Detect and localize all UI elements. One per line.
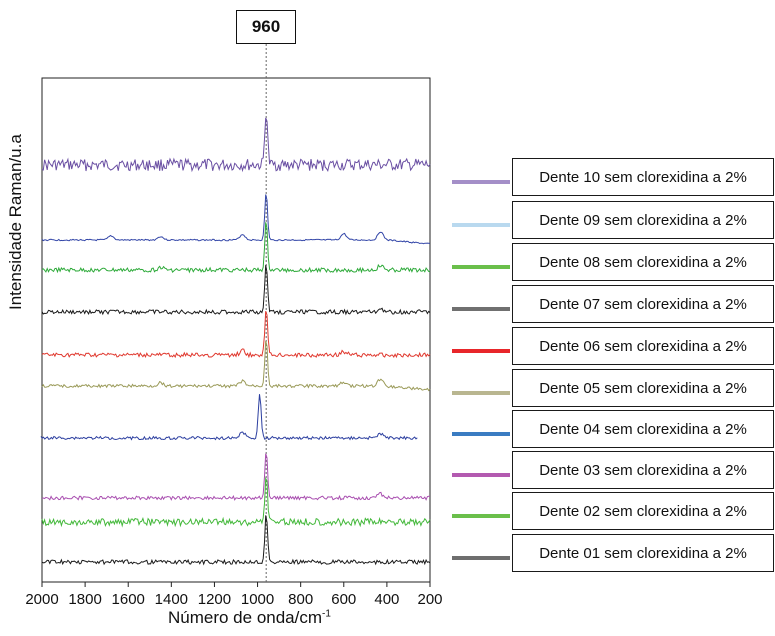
- x-tick-label: 1600: [112, 591, 145, 608]
- legend-entry: Dente 10 sem clorexidina a 2%: [512, 158, 774, 196]
- legend-entry: Dente 09 sem clorexidina a 2%: [512, 201, 774, 239]
- x-axis-label-text: Número de onda/cm: [168, 608, 323, 627]
- peak-annotation-960: 960: [236, 10, 296, 44]
- x-axis: 2000 1800 1600 1400 1200 1000 800 600 400 200: [25, 582, 443, 608]
- legend-swatch: [452, 473, 510, 477]
- x-axis-label: Número de onda/cm-1: [168, 608, 331, 628]
- series-layer: [40, 117, 431, 566]
- x-tick-label: 600: [331, 591, 356, 608]
- legend-entry: Dente 08 sem clorexidina a 2%: [512, 243, 774, 281]
- legend-swatch: [452, 349, 510, 353]
- legend-swatch: [452, 180, 510, 184]
- x-tick-label: 1400: [155, 591, 188, 608]
- legend-entry: Dente 01 sem clorexidina a 2%: [512, 534, 774, 572]
- legend-entry: Dente 02 sem clorexidina a 2%: [512, 492, 774, 530]
- legend-entry: Dente 07 sem clorexidina a 2%: [512, 285, 774, 323]
- series-line-4: [40, 394, 418, 441]
- plot-area-border: [41, 77, 431, 583]
- series-line-5: [41, 340, 431, 392]
- x-axis-label-superscript: -1: [322, 608, 331, 620]
- x-tick-label: 2000: [25, 591, 58, 608]
- series-line-10: [41, 117, 431, 173]
- legend-entry: Dente 06 sem clorexidina a 2%: [512, 327, 774, 365]
- series-line-2: [41, 476, 431, 528]
- legend-entry: Dente 04 sem clorexidina a 2%: [512, 410, 774, 448]
- series-line-9: [41, 194, 431, 245]
- series-line-7: [41, 265, 431, 316]
- legend-swatch: [452, 307, 510, 311]
- legend-swatch: [452, 432, 510, 436]
- x-tick-label: 800: [288, 591, 313, 608]
- y-axis-label: Intensidade Raman/u.a: [6, 134, 25, 310]
- x-tick-label: 1800: [68, 591, 101, 608]
- legend-swatch: [452, 223, 510, 227]
- legend-swatch: [452, 514, 510, 518]
- legend-swatch: [452, 391, 510, 395]
- series-line-8: [41, 222, 431, 274]
- x-tick-label: 1000: [241, 591, 274, 608]
- x-tick-label: 1200: [198, 591, 231, 608]
- series-line-1: [41, 515, 431, 566]
- legend-swatch: [452, 265, 510, 269]
- x-tick-label: 200: [417, 591, 442, 608]
- x-tick-label: 400: [374, 591, 399, 608]
- series-line-6: [41, 310, 431, 359]
- series-line-3: [41, 453, 431, 501]
- legend-entry: Dente 05 sem clorexidina a 2%: [512, 369, 774, 407]
- legend-entry: Dente 03 sem clorexidina a 2%: [512, 451, 774, 489]
- peak-annotation-label: 960: [251, 17, 281, 36]
- legend-swatch: [452, 556, 510, 560]
